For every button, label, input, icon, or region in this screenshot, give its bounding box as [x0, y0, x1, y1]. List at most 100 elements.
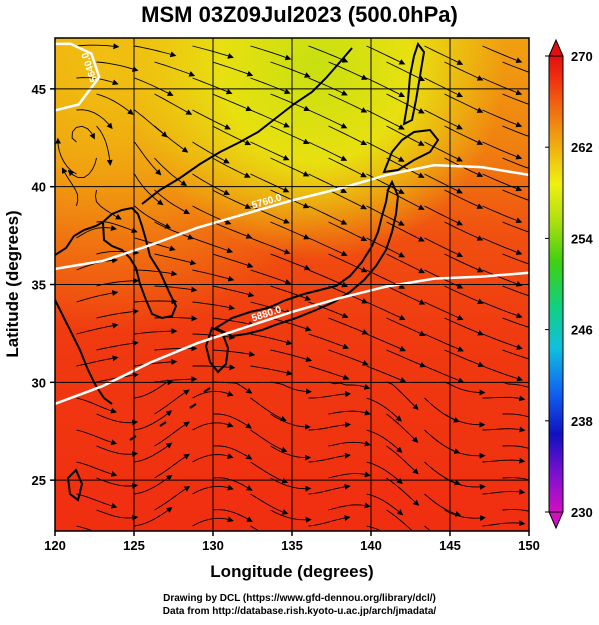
coast-china	[55, 221, 113, 405]
streamline-arrow	[76, 225, 117, 239]
streamline-arrow	[386, 253, 425, 274]
streamline-arrow	[55, 137, 77, 175]
streamline-arrow	[134, 442, 173, 463]
streamline-arrow	[192, 237, 234, 254]
streamline-arrow	[270, 285, 312, 301]
streamline-arrow	[270, 253, 311, 271]
streamline-arrow	[482, 77, 523, 96]
streamline-arrow	[366, 397, 402, 422]
colorbar-tick-label: 262	[571, 140, 593, 155]
streamline-arrow	[212, 349, 256, 358]
footer-credit-line: Drawing by DCL (https://www.gfd-dennou.o…	[163, 593, 436, 604]
streamline-arrow	[541, 526, 577, 548]
streamline-arrow	[444, 189, 484, 209]
streamline-arrow	[386, 509, 414, 531]
streamline-arrow	[502, 125, 529, 137]
streamline-arrow	[482, 237, 523, 255]
streamline-arrow	[328, 157, 367, 178]
streamline-arrow	[250, 205, 290, 224]
streamline-arrow	[154, 389, 190, 415]
streamline-arrow	[561, 254, 599, 263]
x-axis-label: Longitude (degrees)	[210, 562, 373, 581]
streamline-arrow	[134, 328, 178, 335]
streamline-arrow	[444, 61, 484, 81]
streamline-arrow	[328, 221, 368, 241]
streamline-arrow	[424, 141, 463, 162]
x-tick-label: 145	[439, 538, 461, 553]
streamline-arrow	[561, 446, 596, 469]
streamline-arrow	[366, 77, 405, 98]
streamline-arrow	[71, 125, 95, 143]
streamline-arrow	[502, 349, 529, 360]
streamline-arrow	[154, 376, 198, 383]
streamline-arrow	[308, 365, 350, 381]
streamline-arrow	[96, 93, 134, 115]
coast-sakhalin	[402, 41, 426, 126]
x-axis-ticks: 120 125 130 135 140 145 150	[44, 531, 540, 553]
streamline-arrow	[76, 429, 118, 446]
y-tick-label: 25	[32, 473, 46, 488]
streamline-arrow	[482, 205, 523, 224]
streamline-arrow	[154, 189, 190, 215]
streamline-arrow	[482, 365, 524, 382]
streamline-arrow	[561, 382, 597, 403]
streamline-arrow	[134, 77, 174, 96]
streamline-arrow	[250, 77, 291, 95]
colorbar-tick-label: 246	[571, 323, 593, 338]
streamline-arrow	[192, 173, 230, 195]
streamline-arrow	[154, 253, 197, 266]
streamline-arrow	[250, 109, 290, 128]
streamline-arrow	[502, 157, 529, 169]
streamline-arrow	[134, 173, 164, 206]
streamline-arrow	[386, 477, 420, 506]
streamline-arrow	[154, 421, 190, 447]
streamline-arrow	[61, 167, 79, 207]
streamline-arrow	[134, 474, 173, 495]
streamline-arrow	[561, 286, 599, 295]
streamline-arrow	[212, 61, 254, 77]
streamline-arrow	[502, 381, 529, 388]
streamline-arrow	[154, 485, 191, 511]
streamline-arrow	[482, 269, 523, 287]
streamline-arrow	[502, 253, 529, 265]
wind-streamlines	[55, 43, 599, 548]
coast-taiwan	[66, 468, 84, 502]
streamline-arrow	[502, 189, 529, 201]
streamline-arrow	[482, 426, 526, 433]
streamline-arrow	[250, 429, 288, 453]
streamline-arrow	[561, 126, 599, 135]
streamline-arrow	[502, 221, 529, 233]
streamline-arrow	[444, 285, 484, 305]
streamline-arrow	[366, 237, 405, 258]
streamline-arrow	[270, 317, 312, 332]
streamline-arrow	[270, 477, 312, 492]
streamline-arrow	[308, 333, 349, 350]
y-axis-ticks: 25 30 35 40 45	[32, 82, 55, 488]
streamline-arrow	[96, 308, 139, 319]
streamline-arrow	[444, 253, 484, 273]
streamline-arrow	[366, 301, 406, 321]
streamline-arrow	[308, 237, 348, 257]
streamline-arrow	[76, 461, 118, 477]
streamline-arrow	[328, 125, 368, 146]
streamline-arrow	[424, 461, 461, 486]
streamline-arrow	[192, 516, 234, 527]
streamline-arrow	[366, 429, 403, 453]
streamline-arrow	[502, 445, 529, 449]
streamline-arrow	[308, 141, 348, 161]
streamline-arrow	[328, 440, 371, 447]
streamline-arrow	[561, 350, 599, 358]
y-tick-label: 40	[32, 180, 46, 195]
streamline-arrow	[424, 365, 465, 384]
streamline-arrow	[134, 379, 174, 399]
streamline-arrow	[212, 413, 252, 429]
coast-russia	[141, 47, 353, 205]
streamline-arrow	[366, 333, 407, 352]
streamline-arrow	[270, 125, 310, 145]
streamline-arrow	[561, 190, 599, 199]
streamline-arrow	[96, 125, 113, 166]
streamline-arrow	[212, 93, 253, 112]
streamline-arrow	[444, 445, 486, 459]
streamline-arrow	[154, 221, 194, 240]
colorbar: 270 262 254 246 238 230	[545, 38, 593, 530]
